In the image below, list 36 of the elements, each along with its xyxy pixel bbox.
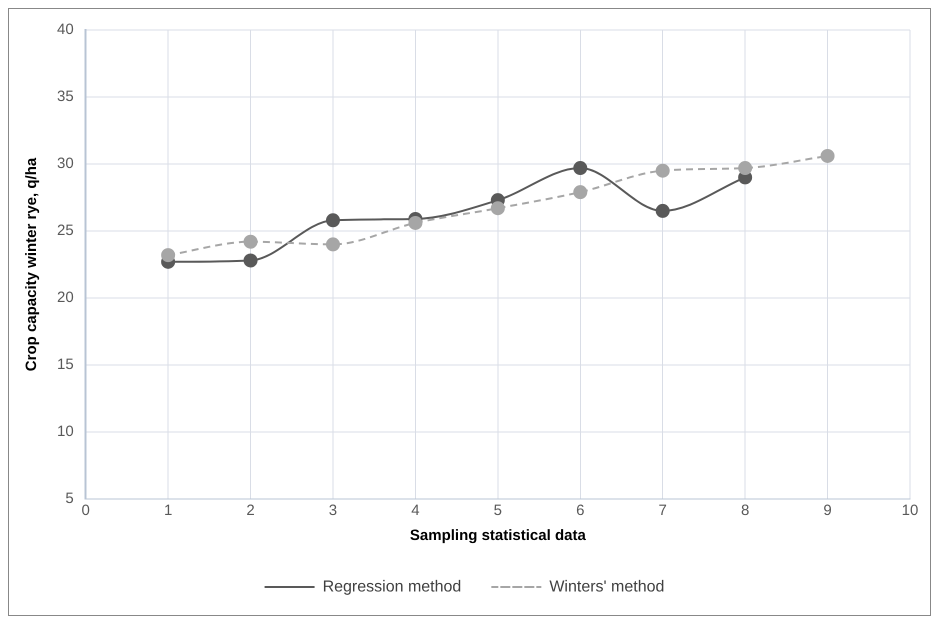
point	[490, 201, 505, 216]
point	[656, 204, 670, 218]
legend-label: Winters' method	[549, 578, 664, 596]
point	[738, 161, 752, 176]
y-tick-label: 35	[56, 88, 74, 106]
x-tick-label: 7	[658, 502, 667, 520]
y-tick-label: 15	[56, 356, 74, 374]
point	[656, 164, 670, 178]
x-tick-label: 3	[328, 502, 338, 520]
y-tick-label: 5	[65, 490, 74, 508]
x-tick-label: 10	[902, 502, 918, 520]
x-tick-label: 0	[82, 502, 90, 520]
y-tick-label: 40	[56, 21, 74, 38]
legend-label: Regression method	[322, 578, 462, 596]
x-tick-label: 2	[246, 502, 255, 520]
x-tick-label: 9	[823, 502, 832, 520]
point	[573, 185, 588, 200]
point	[326, 213, 340, 228]
y-tick-label: 10	[56, 423, 74, 440]
point	[244, 234, 258, 249]
point	[573, 161, 588, 176]
y-tick-label: 25	[56, 222, 74, 240]
y-tick-label: 20	[56, 289, 74, 306]
x-tick-label: 5	[494, 502, 502, 520]
y-axis-title: Crop capacity winter rye, q/ha	[23, 157, 40, 372]
x-axis-title: Sampling statistical data	[410, 527, 586, 544]
x-tick-label: 1	[164, 502, 172, 520]
x-tick-label: 6	[576, 502, 584, 520]
point	[161, 248, 176, 262]
point	[244, 253, 258, 268]
point	[820, 148, 835, 163]
y-tick-label: 30	[56, 155, 74, 172]
point	[408, 216, 422, 230]
point	[326, 237, 340, 252]
x-tick-label: 4	[411, 502, 420, 520]
x-tick-label: 8	[740, 502, 750, 520]
